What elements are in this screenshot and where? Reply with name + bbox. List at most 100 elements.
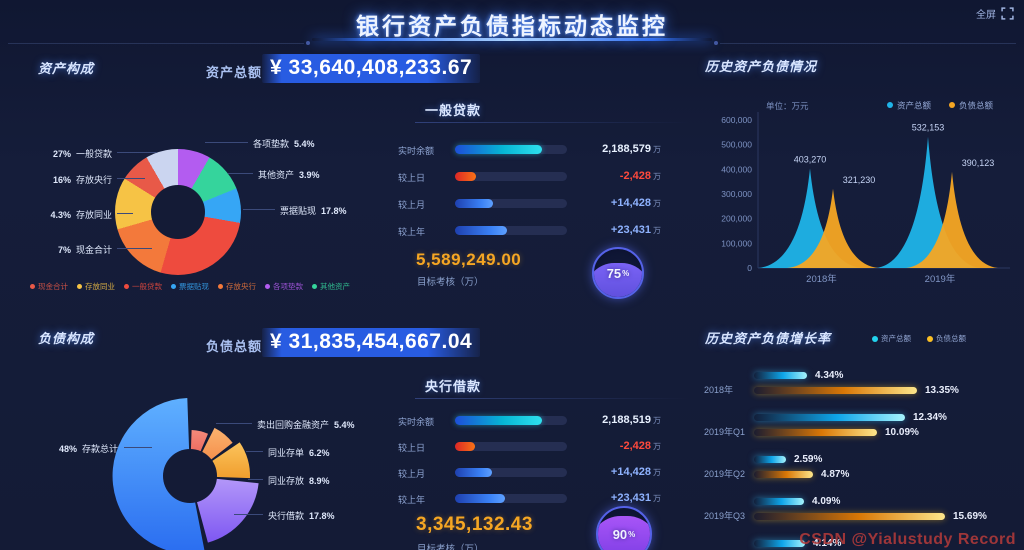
legend-label: 负债总额 [959,101,994,111]
metric-bar-value: +23,431 万 [610,224,661,236]
gauge-percent: 90% [612,526,636,542]
metric-bar-track [455,416,567,425]
legend-label: 负债总额 [936,334,966,343]
metric-bar-label: 较上年 [398,495,426,505]
liability-composition-title: 负债构成 [38,331,95,346]
legend-dot [872,335,878,342]
history-balance-chart: 单位：万元 资产总额 负债总额 600,000 500,000 400,000 300,00… [721,101,1010,285]
x-tick-label: 2019年 [925,273,956,285]
metric-bar-value: 2,188,519 万 [602,414,661,426]
pie-callout-line [205,142,248,143]
metric-bar-label: 较上年 [398,227,426,237]
metric-bar-row: 较上年 +23,431 万 [398,224,678,237]
legend-label: 存放央行 [226,282,256,291]
legend-dot [312,284,317,289]
growth-bar [754,498,804,505]
pie-callout-line [117,178,145,179]
legend-item: 各项垫款 [265,281,303,292]
y-tick-label: 0 [747,263,752,273]
metric-bar-track [455,172,567,181]
central-bank-rule [415,398,690,399]
pie-callout-label: 48% 存款总计 [58,444,118,454]
fullscreen-button[interactable]: 全屏 [976,6,1014,21]
legend-dot [124,284,129,289]
loan-target-value: 5,589,249.00 [416,250,522,269]
growth-category-label: 2019年Q2 [704,469,746,479]
pie-callout-label: 4.3% 存放同业 [50,210,112,220]
legend-dot [265,284,270,289]
pie-callout-label: 卖出回购金融资产 5.4% [257,420,355,430]
metric-bar-label: 较上日 [398,443,426,453]
fullscreen-label: 全屏 [976,10,996,21]
central-bank-bars: 实时余额 2,188,519 万较上日 -2,428 万较上月 +14,428 万较上年 +2… [398,414,678,519]
y-tick-label: 200,000 [721,214,752,224]
legend-label: 各项垫款 [273,282,303,291]
area-peak [787,188,879,268]
pie-callout-label: 央行借款 17.8% [268,511,335,521]
growth-bar-value: 4.87% [821,469,850,480]
legend-item: 存放央行 [218,281,256,292]
legend-label: 存放同业 [85,282,115,291]
legend-label: 现金合计 [38,282,68,291]
legend-item: 现金合计 [30,281,68,292]
legend-dot [949,102,955,108]
pie-callout-label: 16% 存放央行 [52,175,112,185]
y-tick-label: 300,000 [721,189,752,199]
general-loans-title: 一般贷款 [425,103,482,118]
pie-callout-line [248,479,263,480]
y-tick-label: 600,000 [721,115,752,125]
legend-dot [77,284,82,289]
peak-value-label: 321,230 [843,175,876,185]
metric-bar-fill [455,172,477,181]
metric-bar-value: 2,188,579 万 [602,143,661,155]
peak-value-label: 403,270 [794,155,827,165]
pie-hole [163,449,217,503]
metric-bar-row: 实时余额 2,188,519 万 [398,414,678,427]
metric-bar-track [455,145,567,154]
legend-item: 存放同业 [77,281,115,292]
legend-item: 票据贴现 [171,281,209,292]
pie-callout-label: 7% 现金合计 [57,245,112,255]
liability-composition-pie [112,398,259,550]
growth-bar [754,540,805,547]
metric-bar-label: 较上日 [398,173,426,183]
metric-bar-value: -2,428 万 [619,170,661,182]
growth-bar [754,414,905,421]
gauge-liquid [598,515,650,550]
loan-target-label: 目标考核（万） [417,277,484,288]
history-balance-title: 历史资产负债情况 [705,59,818,74]
pie-callout-line [124,447,152,448]
legend-item: 其他资产 [312,281,350,292]
metric-bar-fill [455,199,494,208]
growth-rate-title: 历史资产负债增长率 [705,331,832,346]
header-glow-line [312,38,712,41]
metric-bar-value: +14,428 万 [610,197,661,209]
peak-value-label: 532,153 [912,123,945,133]
pie-callout-line [243,209,275,210]
loan-target-gauge: 75% [592,247,644,299]
liability-total-label: 负债总额 [206,339,263,354]
general-loans-bars: 实时余额 2,188,579 万较上日 -2,428 万较上月 +14,428 万较上年 +2… [398,143,678,253]
growth-bar [754,387,917,394]
y-tick-label: 100,000 [721,238,752,248]
metric-bar-row: 较上月 +14,428 万 [398,466,678,479]
pie-callout-label: 票据贴现 17.8% [280,206,347,216]
metric-bar-track [455,468,567,477]
growth-bar [754,372,807,379]
asset-composition-legend: 现金合计 存放同业 一般贷款 票据贴现 存放央行 各项垫款 其他资产 [30,281,390,292]
metric-bar-fill [455,226,507,235]
metric-bar-row: 较上月 +14,428 万 [398,197,678,210]
growth-bar [754,471,813,478]
pie-callout-label: 27% 一般贷款 [52,149,112,159]
growth-bar-value: 13.35% [925,385,959,396]
metric-bar-label: 实时余额 [398,417,435,427]
legend-label: 票据贴现 [179,282,209,291]
metric-bar-row: 实时余额 2,188,579 万 [398,143,678,156]
legend-label: 资产总额 [881,334,911,343]
cb-target-value: 3,345,132.43 [416,514,533,535]
growth-category-label: 2019年Q1 [704,427,746,437]
growth-bar-value: 4.09% [812,496,841,507]
pie-callout-label: 各项垫款 5.4% [253,139,315,149]
growth-bar-value: 10.09% [885,427,919,438]
metric-bar-row: 较上日 -2,428 万 [398,170,678,183]
